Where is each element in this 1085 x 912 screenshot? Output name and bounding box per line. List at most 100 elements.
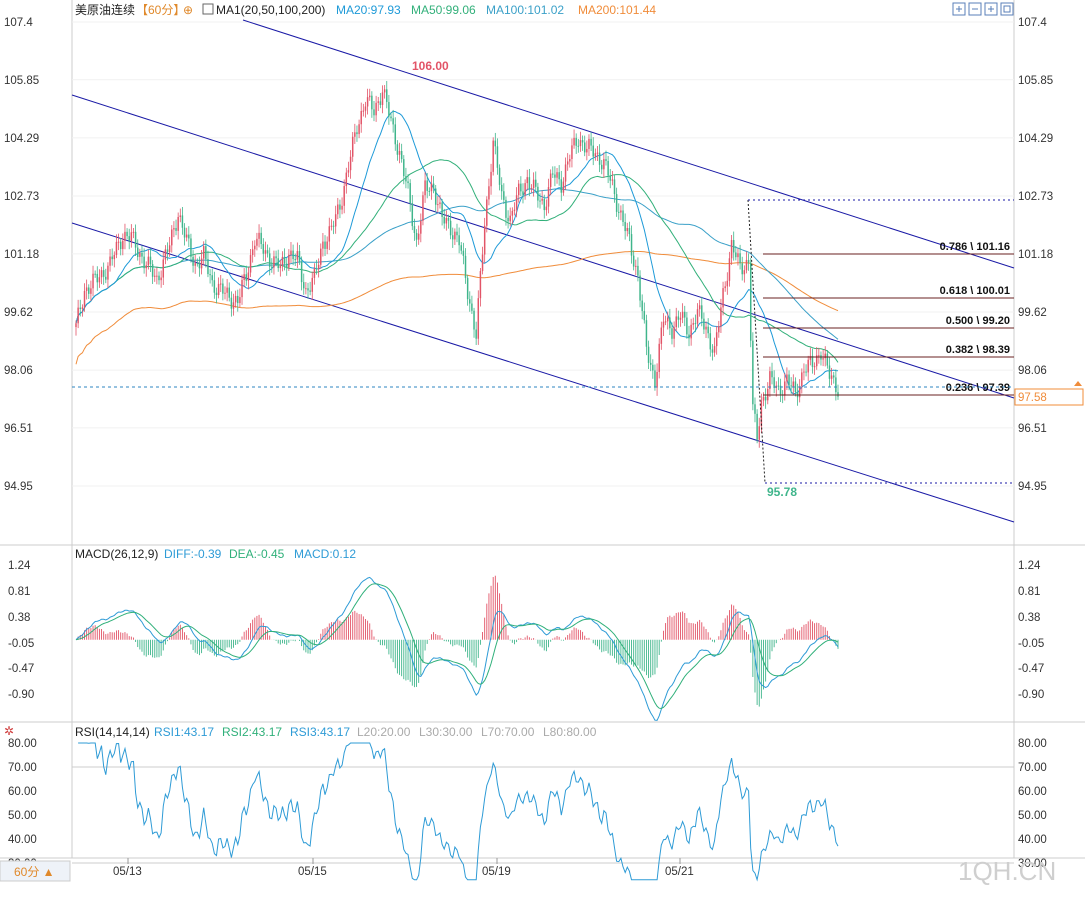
candle-up [769,371,771,390]
candle-up [620,210,622,213]
rsi-axis-label-left: 40.00 [8,834,37,846]
candle-up [824,353,826,359]
candle-up [760,400,763,427]
macd-axis-label-left: -0.47 [8,663,34,675]
candle-down [211,275,213,281]
candle-up [718,326,720,333]
candle-down [677,316,680,320]
candle-down [215,292,218,296]
candle-up [569,159,571,162]
save-icon[interactable] [1000,2,1014,16]
candle-down [671,328,673,339]
candle-up [803,371,805,373]
candle-down [756,413,758,440]
candle-down [701,305,703,319]
candle-up [715,332,718,347]
price-axis-label-right: 99.62 [1018,307,1047,319]
candle-down [537,186,539,201]
chart-toolbar [952,2,1014,16]
candle-up [724,286,726,289]
candle-down [475,329,477,339]
period-selector[interactable]: 【60分】 [136,3,185,17]
candle-up [177,216,179,231]
candle-down [707,326,709,334]
high-price-label: 106.00 [412,59,449,73]
candle-up [611,179,614,181]
candle-up [524,183,526,195]
candle-up [113,254,116,260]
candle-down [128,236,130,242]
ma20-line [75,110,839,395]
candle-down [222,283,224,294]
zoom-out-icon[interactable] [968,2,982,16]
candle-down [794,381,797,392]
candle-down [643,311,646,321]
candle-up [160,277,162,281]
candle-up [626,228,629,232]
candle-up [243,274,245,280]
candle-down [583,142,586,153]
candle-down [379,101,382,105]
candle-down [790,385,792,387]
candle-down [441,202,443,217]
candle-down [237,295,239,304]
ma-label: MA1(20,50,100,200) [216,3,325,17]
candle-up [481,254,484,272]
price-axis-label-left: 102.73 [4,191,39,203]
candle-up [290,250,292,255]
candle-up [258,232,260,239]
candle-up [737,253,739,258]
fib-level-label: 0.618 \ 100.01 [940,285,1010,297]
period-button[interactable]: 60分 ▲ [0,860,71,882]
settings-icon[interactable]: ⊕ [183,3,193,17]
indicator-toggle-icon[interactable] [202,3,214,15]
candle-up [762,396,765,401]
price-axis-label-left: 94.95 [4,481,33,493]
candle-down [494,140,497,147]
candle-up [156,275,158,277]
zoom-in-icon[interactable] [984,2,998,16]
candle-up [815,355,818,367]
candle-up [596,152,599,154]
candle-down [428,190,431,192]
candle-up [247,272,250,281]
candle-down [136,247,139,257]
candle-up [328,226,331,242]
candlesticks [75,81,839,448]
rsi-axis-label-right: 30.00 [1018,858,1047,870]
candle-up [445,218,448,224]
candle-down [811,355,814,367]
candle-down [371,95,373,110]
candle-up [330,225,333,227]
candle-up [264,250,267,254]
candle-down [149,256,152,265]
candle-up [573,137,575,146]
candle-down [777,385,780,387]
candle-down [669,317,671,329]
candle-up [124,231,126,241]
candle-down [266,250,269,254]
candle-up [117,241,120,243]
candle-down [560,179,563,193]
candle-down [452,235,454,240]
candle-up [179,215,182,217]
candle-up [154,275,156,277]
candle-up [132,231,135,233]
price-axis-label-right: 102.73 [1018,191,1053,203]
candle-down [245,274,248,281]
candle-down [694,323,697,325]
fullscreen-icon[interactable] [952,2,966,16]
candle-down [581,140,584,143]
candle-up [530,188,533,190]
candle-up [217,283,220,296]
candle-up [251,249,254,256]
candle-up [366,97,369,107]
candle-down [275,256,277,259]
candle-down [205,246,207,260]
period-button-label: 60分 ▲ [14,865,55,879]
candle-up [311,277,314,292]
fib-level-label: 0.500 \ 99.20 [946,315,1010,327]
indicator-settings-icon[interactable]: ✲ [4,724,14,738]
candle-up [635,265,637,267]
